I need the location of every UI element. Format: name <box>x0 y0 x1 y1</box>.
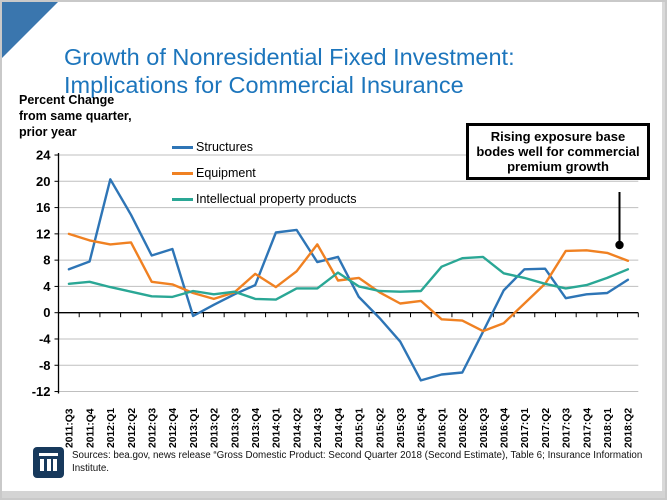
svg-text:-8: -8 <box>39 358 51 373</box>
source-text: Sources: bea.gov, news release “Gross Do… <box>72 450 643 475</box>
svg-text:2016:Q1: 2016:Q1 <box>437 408 448 448</box>
iii-logo-icon <box>33 447 64 478</box>
ipp-line-swatch-icon <box>172 197 193 201</box>
svg-text:-4: -4 <box>39 331 51 346</box>
svg-text:2013:Q1: 2013:Q1 <box>189 408 200 448</box>
svg-text:20: 20 <box>36 174 50 189</box>
svg-text:16: 16 <box>36 200 50 215</box>
legend-item-ipp: Intellectual property products <box>172 186 360 212</box>
legend-item-equipment: Equipment <box>172 160 360 186</box>
svg-text:2012:Q3: 2012:Q3 <box>147 408 158 448</box>
legend-item-structures: Structures <box>172 134 360 160</box>
page-title: Growth of Nonresidential Fixed Investmen… <box>64 43 515 99</box>
svg-text:12: 12 <box>36 226 50 241</box>
svg-text:2016:Q4: 2016:Q4 <box>500 408 511 448</box>
svg-text:2018:Q2: 2018:Q2 <box>624 408 635 448</box>
footer: Sources: bea.gov, news release “Gross Do… <box>2 446 665 491</box>
svg-text:2017:Q3: 2017:Q3 <box>562 408 573 448</box>
logo-bar <box>46 459 51 471</box>
bottom-border-strip <box>2 491 665 498</box>
svg-text:2017:Q2: 2017:Q2 <box>541 408 552 448</box>
svg-text:2014:Q2: 2014:Q2 <box>292 408 303 448</box>
svg-text:8: 8 <box>43 253 50 268</box>
svg-text:2017:Q4: 2017:Q4 <box>582 408 593 448</box>
svg-text:2015:Q3: 2015:Q3 <box>396 408 407 448</box>
legend-label: Equipment <box>195 166 259 180</box>
right-border-strip <box>662 2 665 498</box>
svg-text:2016:Q2: 2016:Q2 <box>458 408 469 448</box>
svg-text:4: 4 <box>43 279 51 294</box>
svg-text:2015:Q4: 2015:Q4 <box>417 408 428 448</box>
svg-text:2011:Q4: 2011:Q4 <box>85 408 96 448</box>
corner-triangle-decoration <box>2 2 58 58</box>
svg-text:2017:Q1: 2017:Q1 <box>520 408 531 448</box>
svg-text:2014:Q3: 2014:Q3 <box>313 408 324 448</box>
svg-text:2016:Q3: 2016:Q3 <box>479 408 490 448</box>
svg-text:2013:Q2: 2013:Q2 <box>210 408 221 448</box>
legend-label: Structures <box>195 140 256 154</box>
logo-bar <box>40 459 44 471</box>
chart-legend: Structures Equipment Intellectual proper… <box>172 134 360 212</box>
svg-text:2012:Q4: 2012:Q4 <box>168 408 179 448</box>
y-axis-note: Percent Change from same quarter, prior … <box>19 93 132 139</box>
svg-text:2015:Q2: 2015:Q2 <box>375 408 386 448</box>
svg-text:2014:Q1: 2014:Q1 <box>272 408 283 448</box>
svg-text:0: 0 <box>43 305 50 320</box>
svg-text:24: 24 <box>36 148 51 163</box>
legend-label: Intellectual property products <box>195 192 360 206</box>
logo-bar <box>39 453 58 456</box>
svg-text:2012:Q2: 2012:Q2 <box>127 408 138 448</box>
svg-text:-12: -12 <box>32 384 51 399</box>
svg-text:2015:Q1: 2015:Q1 <box>355 408 366 448</box>
svg-text:2018:Q1: 2018:Q1 <box>603 408 614 448</box>
svg-text:2011:Q3: 2011:Q3 <box>65 408 76 448</box>
svg-text:2013:Q3: 2013:Q3 <box>230 408 241 448</box>
svg-text:2014:Q4: 2014:Q4 <box>334 408 345 448</box>
svg-text:2012:Q1: 2012:Q1 <box>106 408 117 448</box>
svg-text:2013:Q4: 2013:Q4 <box>251 408 262 448</box>
annotation-callout: Rising exposure base bodes well for comm… <box>466 123 650 180</box>
logo-bar <box>53 459 57 471</box>
structures-line-swatch-icon <box>172 145 193 149</box>
equipment-line-swatch-icon <box>172 171 193 175</box>
